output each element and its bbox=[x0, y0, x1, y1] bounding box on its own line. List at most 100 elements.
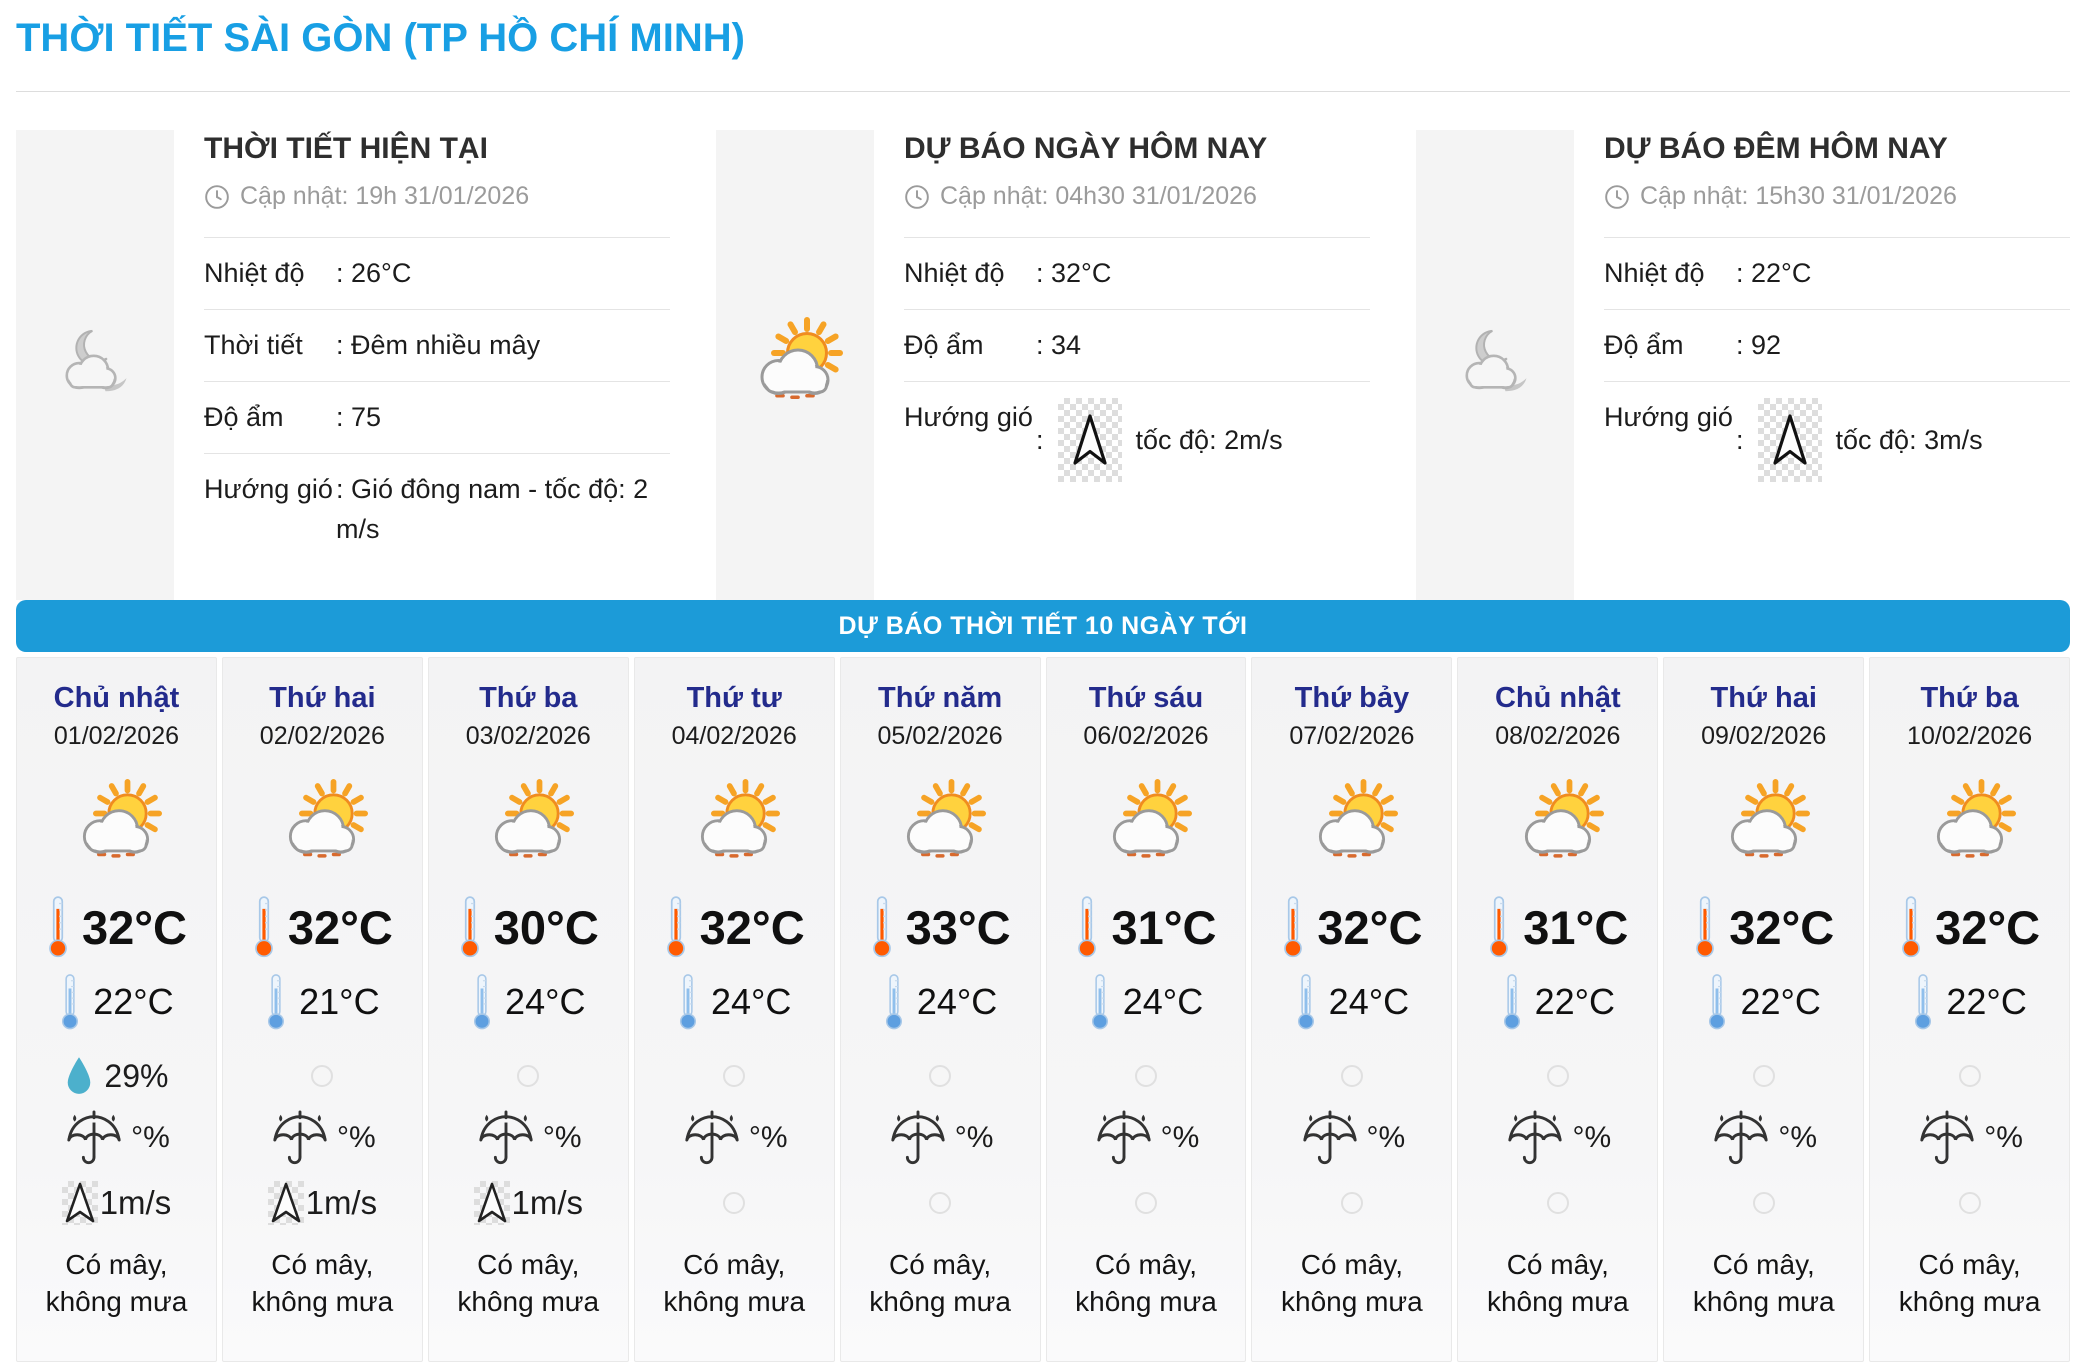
field-label: Độ ẩm bbox=[204, 402, 284, 433]
field-value: : 75 bbox=[336, 402, 382, 433]
wind-arrow-icon bbox=[473, 1181, 510, 1225]
wind-row: 1m/s bbox=[433, 1175, 624, 1231]
summary-panels: THỜI TIẾT HIỆN TẠI Cập nhật: 19h 31/01/2… bbox=[16, 130, 2070, 600]
rain-chance-row bbox=[433, 1049, 624, 1103]
day-date: 09/02/2026 bbox=[1701, 722, 1827, 750]
day-date: 06/02/2026 bbox=[1083, 722, 1209, 750]
day-description: Có mây, không mưa bbox=[1692, 1249, 1835, 1317]
umbrella-rain-icon bbox=[887, 1109, 949, 1167]
placeholder-circle-icon bbox=[1134, 1065, 1157, 1087]
field-label: Hướng gió bbox=[904, 402, 1033, 433]
day-date: 02/02/2026 bbox=[259, 722, 385, 750]
wind-arrow-icon bbox=[267, 1181, 304, 1225]
ten-day-forecast-banner: DỰ BÁO THỜI TIẾT 10 NGÀY TỚI bbox=[16, 600, 2070, 652]
umbrella-rain-icon bbox=[1093, 1109, 1155, 1167]
day-date: 10/02/2026 bbox=[1907, 722, 2033, 750]
rain-volume-value: °% bbox=[1366, 1121, 1406, 1154]
wind-direction-arrow-icon bbox=[1757, 398, 1822, 483]
high-temp-row: 32°C bbox=[639, 895, 830, 959]
thermometer-red-icon bbox=[664, 895, 688, 959]
high-temp-row: 30°C bbox=[433, 895, 624, 959]
thermometer-red-icon bbox=[458, 895, 482, 959]
placeholder-circle-icon bbox=[1134, 1192, 1157, 1214]
rain-chance-row bbox=[1668, 1049, 1859, 1103]
day-description: Có mây, không mưa bbox=[663, 1249, 806, 1317]
day-description: Có mây, không mưa bbox=[1898, 1249, 2041, 1317]
high-temp: 32°C bbox=[699, 900, 805, 954]
page-title: THỜI TIẾT SÀI GÒN (TP HỒ CHÍ MINH) bbox=[16, 16, 745, 60]
placeholder-circle-icon bbox=[1546, 1192, 1569, 1214]
rain-chance-row bbox=[1051, 1049, 1242, 1103]
update-time: Cập nhật: 19h 31/01/2026 bbox=[240, 182, 530, 210]
day-description: Có mây, không mưa bbox=[1486, 1249, 1629, 1317]
thermometer-red-icon bbox=[1899, 895, 1923, 959]
field-value: : Gió đông nam - tốc độ: 2 m/s bbox=[336, 474, 649, 544]
thermometer-blue-icon bbox=[1089, 973, 1111, 1031]
wind-speed-text: tốc độ: 3m/s bbox=[1835, 424, 1983, 455]
day-date: 03/02/2026 bbox=[465, 722, 591, 750]
forecast-day-column: Thứ hai 02/02/2026 32°C 21°C bbox=[221, 657, 423, 1362]
field-label: Thời tiết bbox=[204, 330, 303, 361]
day-name: Thứ năm bbox=[878, 682, 1003, 714]
thermometer-blue-icon bbox=[677, 973, 699, 1031]
thermometer-red-icon bbox=[870, 895, 894, 959]
water-drop-icon bbox=[64, 1055, 94, 1097]
rain-volume-value: °% bbox=[748, 1121, 788, 1154]
rain-volume-value: °% bbox=[1160, 1121, 1200, 1154]
field-value-wind: : tốc độ: 2m/s bbox=[1036, 398, 1370, 483]
low-temp: 24°C bbox=[1328, 981, 1410, 1022]
day-description: Có mây, không mưa bbox=[869, 1249, 1011, 1317]
rain-chance-row bbox=[639, 1049, 830, 1103]
clock-icon bbox=[204, 184, 230, 210]
field-label: Độ ẩm bbox=[904, 330, 984, 361]
day-name: Thứ ba bbox=[479, 682, 578, 714]
field-value: : 22°C bbox=[1736, 258, 1812, 288]
wind-row: 1m/s bbox=[21, 1175, 212, 1231]
thermometer-red-icon bbox=[46, 895, 70, 959]
day-date: 01/02/2026 bbox=[53, 722, 180, 750]
field-label: Hướng gió bbox=[204, 474, 333, 505]
rain-chance-row bbox=[227, 1049, 418, 1103]
wind-arrow-icon bbox=[61, 1181, 98, 1225]
high-temp: 32°C bbox=[1317, 900, 1423, 954]
day-name: Thứ ba bbox=[1920, 682, 2019, 714]
field-temperature: Nhiệt độ : 22°C bbox=[1604, 238, 2070, 311]
forecast-day-column: Thứ tư 04/02/2026 32°C 24°C bbox=[633, 657, 835, 1362]
low-temp: 24°C bbox=[916, 981, 998, 1022]
low-temp: 22°C bbox=[93, 981, 174, 1022]
high-temp-row: 31°C bbox=[1051, 895, 1242, 959]
forecast-day-column: Thứ ba 10/02/2026 32°C 22°C bbox=[1869, 657, 2071, 1362]
sun-cloud-icon bbox=[845, 779, 1036, 871]
placeholder-circle-icon bbox=[929, 1192, 952, 1214]
placeholder-circle-icon bbox=[1340, 1065, 1363, 1087]
day-date: 07/02/2026 bbox=[1289, 722, 1415, 750]
day-date: 08/02/2026 bbox=[1495, 722, 1621, 750]
low-temp-row: 22°C bbox=[1874, 973, 2065, 1031]
day-name: Thứ bảy bbox=[1294, 682, 1410, 714]
update-time: Cập nhật: 04h30 31/01/2026 bbox=[940, 182, 1257, 210]
field-wind: Hướng gió : Gió đông nam - tốc độ: 2 m/s bbox=[204, 454, 670, 564]
field-label: Nhiệt độ bbox=[904, 258, 1005, 288]
day-date: 04/02/2026 bbox=[671, 722, 797, 750]
low-temp-row: 22°C bbox=[1668, 973, 1859, 1031]
low-temp: 21°C bbox=[299, 981, 380, 1022]
day-description: Có mây, không mưa bbox=[457, 1249, 600, 1317]
thermometer-red-icon bbox=[1075, 895, 1099, 959]
placeholder-circle-icon bbox=[1752, 1192, 1775, 1214]
clock-icon bbox=[1604, 184, 1630, 210]
tonight-forecast-icon-box bbox=[1416, 130, 1574, 600]
sun-cloud-icon bbox=[1256, 779, 1447, 871]
day-date: 05/02/2026 bbox=[877, 722, 1003, 750]
header-divider bbox=[16, 91, 2070, 92]
high-temp-row: 32°C bbox=[227, 895, 418, 959]
thermometer-blue-icon bbox=[1501, 973, 1523, 1031]
day-description: Có mây, không mưa bbox=[1075, 1249, 1217, 1317]
field-humidity: Độ ẩm : 92 bbox=[1604, 310, 2070, 383]
forecast-day-column: Thứ năm 05/02/2026 33°C 24°C bbox=[839, 657, 1041, 1362]
high-temp-row: 32°C bbox=[21, 895, 212, 959]
sun-cloud-icon bbox=[1051, 779, 1242, 871]
rain-volume-value: °% bbox=[337, 1121, 376, 1154]
rain-chance-value: 29% bbox=[104, 1057, 169, 1094]
placeholder-circle-icon bbox=[517, 1065, 540, 1087]
field-value: : 92 bbox=[1736, 330, 1782, 361]
